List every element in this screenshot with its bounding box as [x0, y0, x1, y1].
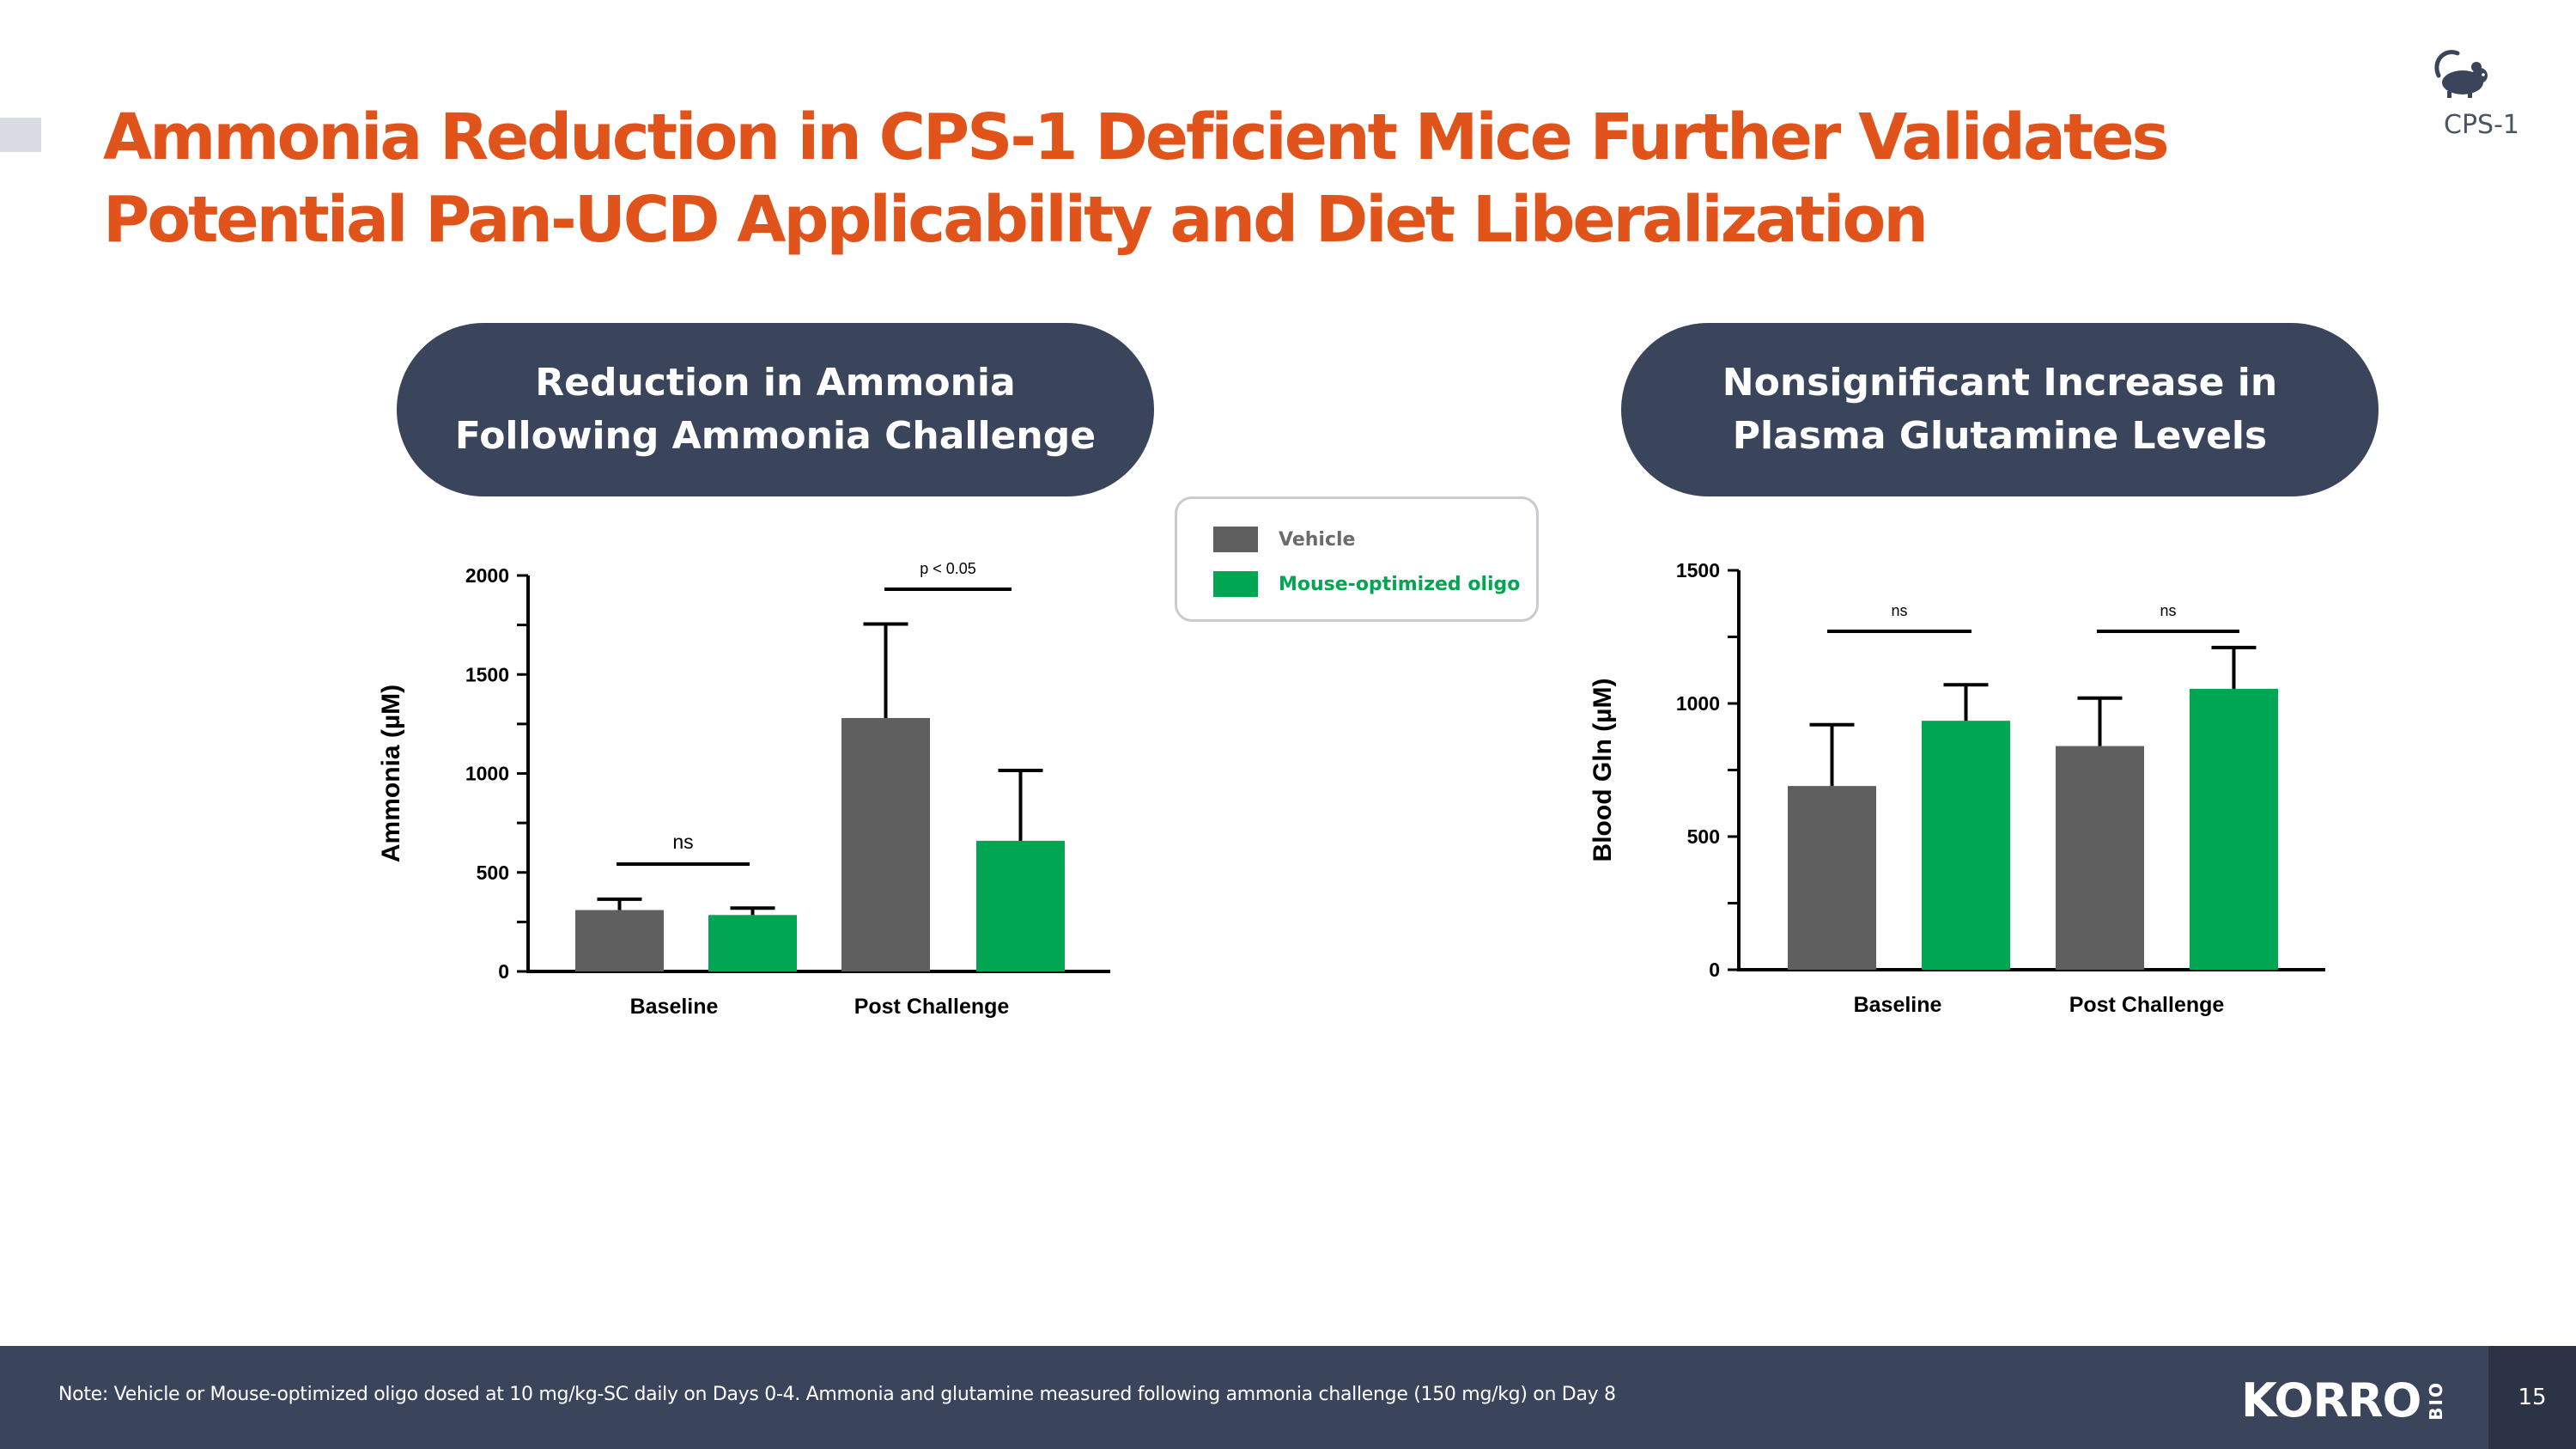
- logo-text: KORRO: [2241, 1373, 2421, 1428]
- x-category-label: Baseline: [1854, 993, 1942, 1017]
- x-category-label: Post Challenge: [2069, 993, 2225, 1017]
- legend-label-oligo: Mouse-optimized oligo: [1279, 573, 1521, 595]
- footnote: Note: Vehicle or Mouse-optimized oligo d…: [58, 1384, 1616, 1405]
- mouse-icon: [2434, 50, 2488, 98]
- significance-label: p < 0.05: [920, 560, 976, 577]
- panel-header-line-2: Plasma Glutamine Levels: [1732, 414, 2268, 458]
- y-tick-label: 0: [1709, 959, 1720, 981]
- panel-header-line-1: Nonsignificant Increase in: [1722, 361, 2278, 405]
- y-axis-title: Blood Gln (µM): [1589, 679, 1617, 862]
- legend-swatch-vehicle: [1213, 527, 1258, 552]
- chart-legend: Vehicle Mouse-optimized oligo: [1175, 496, 1539, 622]
- y-tick-label: 1500: [465, 663, 509, 685]
- title-line-1: Ammonia Reduction in CPS-1 Deficient Mic…: [103, 100, 2170, 174]
- panel-header-ammonia: Reduction in Ammonia Following Ammonia C…: [397, 323, 1154, 496]
- side-tab-marker: [0, 118, 41, 152]
- legend-item-oligo: Mouse-optimized oligo: [1213, 571, 1520, 597]
- bar-vehicle-baseline: [1788, 786, 1876, 970]
- bar-oligo-post-challenge: [976, 840, 1065, 971]
- title-line-2: Potential Pan-UCD Applicability and Diet…: [103, 183, 1929, 257]
- legend-swatch-oligo: [1213, 571, 1258, 597]
- panel-header-line-1: Reduction in Ammonia: [535, 361, 1016, 405]
- footer-bar: Note: Vehicle or Mouse-optimized oligo d…: [0, 1346, 2576, 1449]
- significance-label: ns: [2160, 602, 2176, 619]
- logo-sub-text: BIO: [2426, 1380, 2447, 1421]
- y-tick-label: 1500: [1676, 559, 1720, 581]
- significance-label: ns: [1891, 602, 1907, 619]
- y-tick-label: 1000: [1676, 692, 1720, 715]
- legend-item-vehicle: Vehicle: [1213, 527, 1355, 552]
- panel-header-line-2: Following Ammonia Challenge: [454, 414, 1097, 458]
- bar-vehicle-post-challenge: [2056, 746, 2144, 970]
- bar-oligo-post-challenge: [2190, 688, 2278, 970]
- y-tick-label: 500: [477, 861, 509, 884]
- cps-1-label: CPS-1: [2444, 110, 2519, 140]
- y-tick-label: 2000: [465, 564, 509, 587]
- bar-oligo-baseline: [708, 915, 797, 971]
- bar-vehicle-baseline: [575, 910, 664, 971]
- legend-label-vehicle: Vehicle: [1279, 528, 1356, 551]
- panel-header-glutamine: Nonsignificant Increase in Plasma Glutam…: [1621, 323, 2379, 496]
- page-number: 15: [2488, 1346, 2576, 1449]
- x-category-label: Post Challenge: [854, 995, 1010, 1019]
- bar-oligo-baseline: [1922, 721, 2010, 970]
- slide-title: Ammonia Reduction in CPS-1 Deficient Mic…: [103, 96, 2170, 261]
- y-tick-label: 1000: [465, 763, 509, 785]
- bar-vehicle-post-challenge: [841, 717, 930, 971]
- significance-label: ns: [672, 831, 693, 853]
- korro-bio-logo: KORRO BIO: [2241, 1373, 2446, 1428]
- y-tick-label: 500: [1687, 825, 1720, 848]
- x-category-label: Baseline: [630, 995, 719, 1019]
- y-tick-label: 0: [498, 960, 509, 983]
- y-axis-title: Ammonia (µM): [377, 685, 405, 862]
